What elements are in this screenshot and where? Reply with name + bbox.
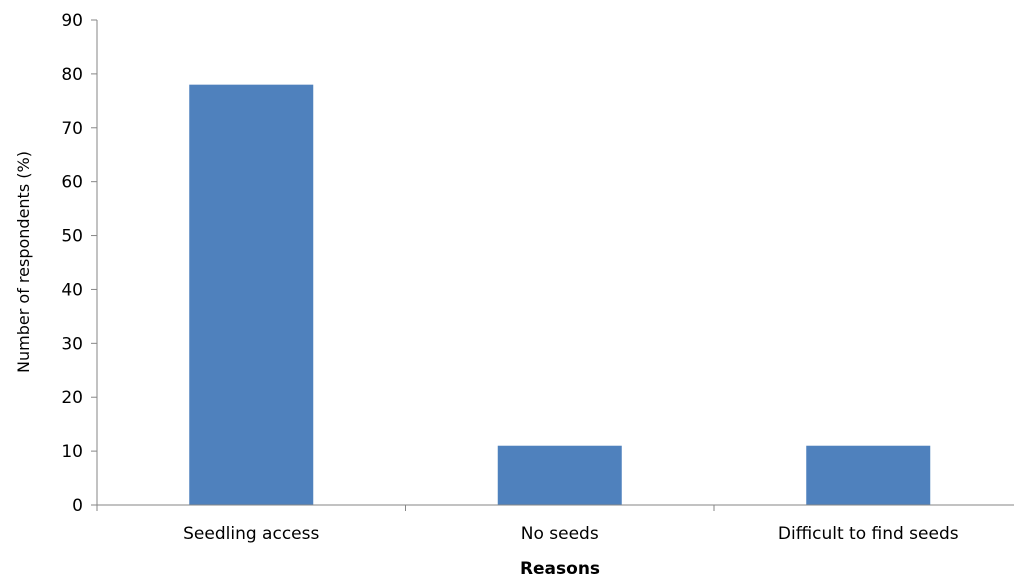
x-axis-ticks: Seedling access No seeds Difficult to find… [96,505,959,544]
y-tick-label: 30 [61,334,83,354]
y-axis-title: Number of respondents (%) [14,151,33,373]
x-category-label: Seedling access [183,524,319,544]
y-tick-label: 90 [61,11,83,31]
bars-group [189,84,931,506]
x-axis-title: Reasons [520,559,600,577]
x-category-label: No seeds [521,524,599,544]
y-tick-label: 60 [61,173,83,193]
bar-difficult-to-find-seeds [806,445,931,505]
y-axis-ticks: 0 10 20 30 40 50 60 70 80 90 [61,11,97,516]
y-tick-label: 80 [61,65,83,85]
y-tick-label: 10 [61,442,83,462]
y-tick-label: 0 [72,496,83,516]
y-tick-label: 70 [61,119,83,139]
y-tick-label: 50 [61,227,83,247]
bar-no-seeds [497,445,622,505]
y-tick-label: 20 [61,388,83,408]
y-tick-label: 40 [61,280,83,300]
x-category-label: Difficult to find seeds [778,524,959,544]
bar-seedling-access [189,84,314,506]
